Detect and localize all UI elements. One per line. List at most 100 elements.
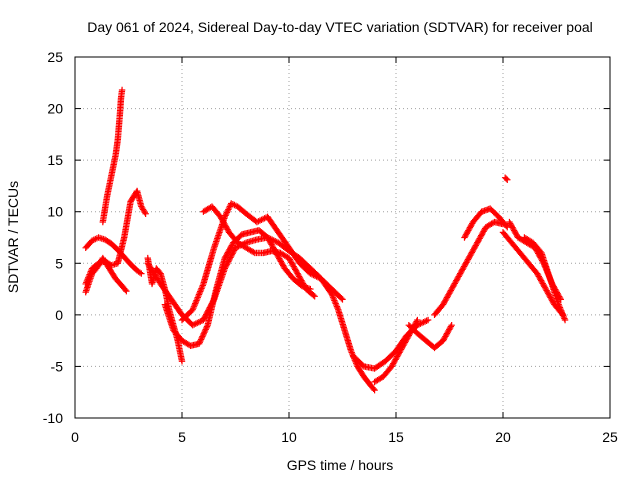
data-point-marker <box>504 176 511 183</box>
data-point-marker <box>199 333 206 340</box>
x-tick-label: 10 <box>281 429 297 445</box>
data-point-marker <box>198 283 206 291</box>
data-point-marker <box>202 326 209 333</box>
y-tick-label: 25 <box>47 49 63 65</box>
x-tick-label: 0 <box>71 429 79 445</box>
data-point-marker <box>255 218 262 225</box>
series-decline-20-23h-b <box>506 218 564 303</box>
data-point-marker <box>224 207 231 215</box>
series-spike-near-2h <box>99 86 126 226</box>
series-outlier-20h <box>501 174 511 183</box>
data-point-marker <box>196 339 203 346</box>
data-point-marker <box>418 319 426 327</box>
data-point-marker <box>200 316 207 324</box>
data-point-marker <box>222 212 229 219</box>
data-point-marker <box>198 285 205 292</box>
data-point-marker <box>198 334 205 342</box>
data-point-marker <box>371 386 378 394</box>
data-point-marker <box>195 319 203 326</box>
series-decline-20-23h-c <box>521 234 569 324</box>
data-point-marker <box>417 320 424 327</box>
x-tick-label: 25 <box>602 429 618 445</box>
data-point-marker <box>194 319 201 327</box>
data-point-marker <box>233 243 241 251</box>
x-axis-label: GPS time / hours <box>287 457 394 473</box>
data-point-marker <box>414 316 421 324</box>
data-point-marker <box>503 175 510 182</box>
y-axis-label: SDTVAR / TECUs <box>5 181 21 293</box>
data-point-marker <box>424 316 432 324</box>
data-point-marker <box>227 254 234 261</box>
y-tick-label: 0 <box>55 307 63 323</box>
data-point-marker <box>191 321 198 328</box>
y-tick-label: -10 <box>43 410 63 426</box>
data-point-marker <box>138 270 145 277</box>
series-arc-C <box>178 200 325 324</box>
data-point-marker <box>561 316 569 324</box>
plot-frame <box>74 56 611 419</box>
data-point-marker <box>192 298 200 306</box>
y-tick-label: 15 <box>47 152 63 168</box>
data-point-marker <box>199 331 207 339</box>
data-point-marker <box>250 248 257 256</box>
data-point-marker <box>228 251 236 258</box>
data-point-marker <box>136 269 144 276</box>
y-tick-labels: -10 -5 0 5 10 15 20 25 <box>43 49 63 426</box>
data-point-marker <box>203 324 210 332</box>
data-point-marker <box>199 282 206 289</box>
series-satellite-track-3 <box>82 234 145 277</box>
data-point-marker <box>201 329 208 336</box>
data-point-marker <box>420 319 427 326</box>
data-point-marker <box>195 340 203 347</box>
grid-lines <box>75 57 610 418</box>
series-satellite-track-1b <box>133 187 149 217</box>
data-point-marker <box>141 209 148 216</box>
data-point-marker <box>225 206 232 213</box>
series-arc-B <box>161 227 314 349</box>
data-point-marker <box>123 287 130 295</box>
data-point-marker <box>195 291 203 298</box>
data-point-marker <box>339 296 346 303</box>
data-point-marker <box>423 317 430 324</box>
data-point-marker <box>370 385 377 393</box>
data-point-marker <box>223 209 231 216</box>
data-point-marker <box>503 222 510 230</box>
data-point-marker <box>194 294 201 301</box>
data-point-marker <box>310 292 317 299</box>
data-point-marker <box>156 269 163 276</box>
data-point-marker <box>197 286 205 294</box>
data-point-marker <box>122 286 129 294</box>
series-satellite-track-2 <box>82 254 130 296</box>
data-point-marker <box>193 297 200 304</box>
data-point-marker <box>223 210 230 218</box>
data-point-marker <box>203 323 211 330</box>
data-point-marker <box>197 318 204 325</box>
data-point-marker <box>258 216 265 224</box>
data-point-marker <box>189 306 196 313</box>
data-point-marker <box>192 320 199 327</box>
data-point-marker <box>253 218 261 226</box>
data-point-marker <box>311 293 318 300</box>
data-point-marker <box>230 247 238 254</box>
y-tick-label: 10 <box>47 204 63 220</box>
series-rise-17-20h <box>431 218 507 319</box>
data-point-marker <box>200 330 207 337</box>
data-point-marker <box>195 292 202 300</box>
x-tick-label: 5 <box>178 429 186 445</box>
axis-ticks <box>74 56 611 419</box>
data-point-marker <box>228 252 235 260</box>
data-points <box>82 86 569 394</box>
data-point-marker <box>197 336 205 343</box>
data-point-marker <box>256 217 264 224</box>
x-tick-labels: 0 5 10 15 20 25 <box>71 429 618 445</box>
data-point-marker <box>421 318 429 325</box>
y-tick-label: 5 <box>55 255 63 271</box>
data-point-marker <box>178 358 186 365</box>
series-loop-16-17h <box>405 321 455 352</box>
data-point-marker <box>338 295 345 302</box>
data-point-marker <box>192 300 199 307</box>
data-point-marker <box>118 86 126 94</box>
data-point-marker <box>193 295 201 303</box>
x-tick-label: 20 <box>495 429 511 445</box>
